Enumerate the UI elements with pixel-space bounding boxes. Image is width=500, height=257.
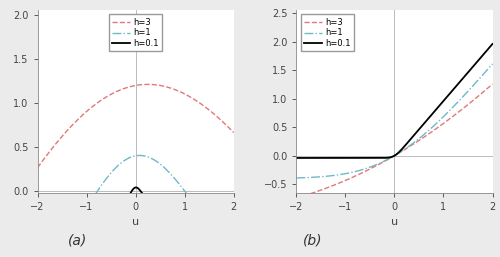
Legend: h=3, h=1, h=0.1: h=3, h=1, h=0.1 bbox=[300, 14, 354, 51]
h=1 bbox=[123, 158, 129, 161]
h=0.1 bbox=[424, 118, 430, 121]
h=1 bbox=[150, 158, 156, 161]
h=3 bbox=[328, 185, 334, 188]
Line: h=1: h=1 bbox=[296, 64, 492, 178]
h=3 bbox=[182, 93, 188, 96]
h=1 bbox=[409, 143, 415, 146]
h=1 bbox=[69, 231, 75, 234]
h=3 bbox=[294, 197, 300, 200]
h=3 bbox=[441, 122, 447, 125]
Line: h=3: h=3 bbox=[38, 84, 234, 168]
Legend: h=3, h=1, h=0.1: h=3, h=1, h=0.1 bbox=[108, 14, 162, 51]
h=0.1 bbox=[150, 202, 156, 205]
h=3 bbox=[150, 83, 156, 86]
h=0.1 bbox=[442, 98, 448, 102]
h=3 bbox=[382, 159, 388, 162]
h=3 bbox=[409, 143, 415, 146]
Text: (a): (a) bbox=[68, 233, 87, 247]
h=0.1 bbox=[382, 156, 388, 159]
X-axis label: u: u bbox=[391, 217, 398, 227]
h=3 bbox=[123, 86, 129, 89]
h=0.1 bbox=[328, 157, 334, 160]
h=0.1 bbox=[352, 157, 358, 160]
X-axis label: u: u bbox=[132, 217, 139, 227]
h=0.1 bbox=[123, 198, 129, 201]
h=0.1 bbox=[344, 157, 350, 160]
h=1 bbox=[85, 205, 91, 208]
h=0.1 bbox=[133, 186, 139, 189]
h=1 bbox=[136, 154, 142, 157]
h=1 bbox=[294, 176, 300, 179]
h=0.1 bbox=[490, 42, 496, 45]
h=1 bbox=[230, 251, 236, 254]
h=3 bbox=[166, 86, 172, 89]
h=1 bbox=[382, 159, 388, 162]
h=1 bbox=[344, 172, 350, 175]
Line: h=0.1: h=0.1 bbox=[38, 187, 234, 257]
h=3 bbox=[344, 178, 350, 181]
h=0.1 bbox=[294, 157, 300, 160]
h=3 bbox=[145, 83, 151, 86]
h=3 bbox=[490, 82, 496, 86]
h=0.1 bbox=[166, 213, 172, 216]
h=1 bbox=[424, 130, 430, 133]
h=1 bbox=[166, 171, 172, 174]
Line: h=3: h=3 bbox=[296, 84, 492, 198]
h=3 bbox=[34, 166, 40, 169]
h=0.1 bbox=[410, 136, 416, 139]
h=1 bbox=[441, 115, 447, 118]
Text: (b): (b) bbox=[303, 233, 322, 247]
h=3 bbox=[230, 131, 236, 134]
h=0.1 bbox=[85, 241, 91, 244]
h=3 bbox=[424, 133, 430, 136]
Line: h=1: h=1 bbox=[38, 155, 234, 257]
h=3 bbox=[69, 124, 75, 127]
h=1 bbox=[182, 191, 188, 194]
h=1 bbox=[328, 174, 334, 177]
Line: h=0.1: h=0.1 bbox=[296, 44, 492, 158]
h=3 bbox=[85, 109, 91, 112]
h=1 bbox=[490, 62, 496, 66]
h=0.1 bbox=[182, 225, 188, 228]
